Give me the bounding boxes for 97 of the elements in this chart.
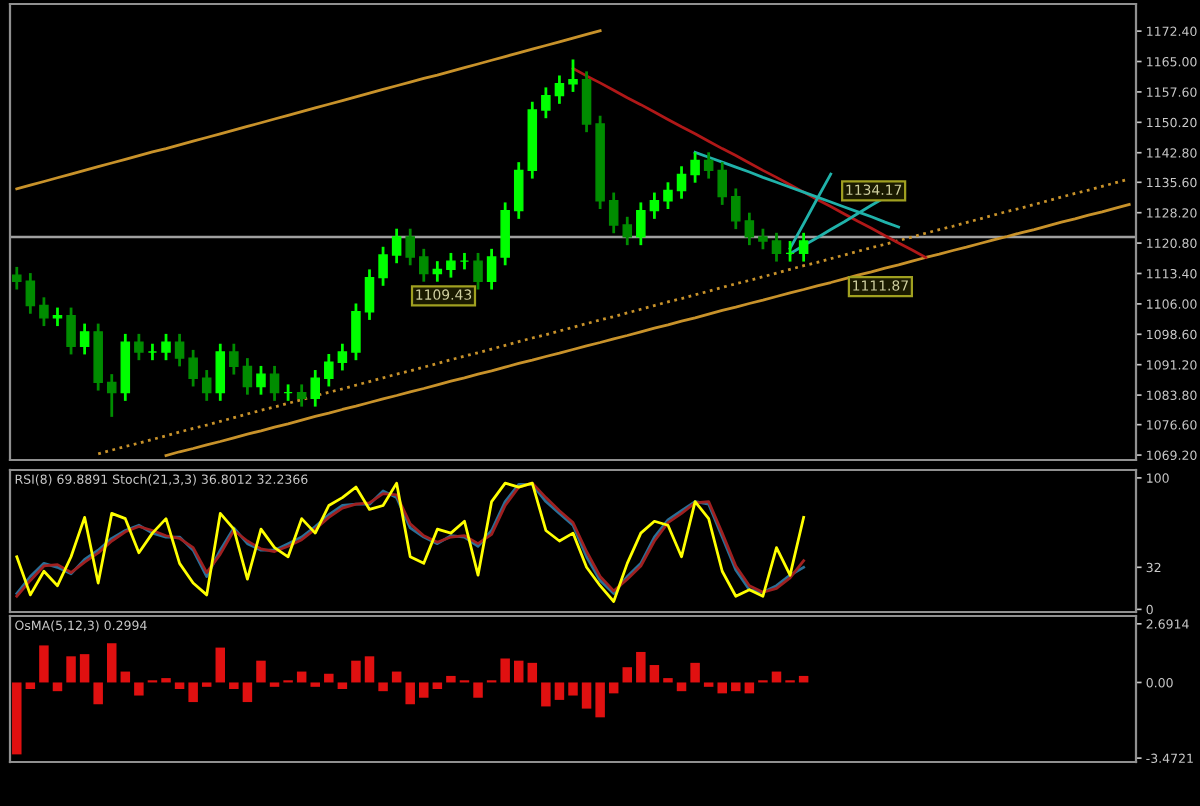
bar xyxy=(174,682,185,689)
candlestick xyxy=(66,306,76,356)
line-series xyxy=(96,177,1131,456)
candlestick xyxy=(690,150,700,185)
candlestick xyxy=(52,306,63,328)
candlestick xyxy=(622,215,633,247)
candlestick xyxy=(364,267,375,322)
bar xyxy=(527,662,538,683)
candlestick xyxy=(106,372,117,419)
bar xyxy=(500,658,510,683)
candlestick xyxy=(337,342,348,372)
bar xyxy=(25,682,36,689)
candlestick xyxy=(256,364,266,397)
line-series xyxy=(164,203,1131,457)
bar xyxy=(541,682,551,707)
candlestick xyxy=(744,211,755,247)
bar xyxy=(256,660,266,683)
candlestick xyxy=(405,227,415,267)
bar xyxy=(52,682,63,692)
candlestick xyxy=(541,86,551,120)
bar xyxy=(324,673,334,683)
candlestick xyxy=(446,251,456,279)
candlestick xyxy=(554,74,565,106)
candlestick xyxy=(269,364,280,403)
candlestick xyxy=(12,265,22,291)
bar xyxy=(595,682,605,718)
bar xyxy=(79,654,90,683)
bar xyxy=(337,682,348,689)
candlestick xyxy=(663,180,673,211)
bar xyxy=(473,682,483,698)
bar xyxy=(419,682,429,698)
candlestick xyxy=(513,160,524,221)
candlestick xyxy=(310,368,321,408)
candlestick xyxy=(419,247,429,284)
bar xyxy=(568,682,578,696)
candlestick xyxy=(229,342,239,376)
candlestick xyxy=(134,332,144,362)
bar xyxy=(351,660,361,683)
candlestick xyxy=(676,164,687,201)
bar xyxy=(717,682,727,694)
bar xyxy=(446,675,456,683)
bar xyxy=(39,645,49,683)
bar xyxy=(242,682,253,703)
candlestick xyxy=(161,332,171,362)
candlestick xyxy=(324,352,334,388)
candlestick xyxy=(296,383,307,408)
bar xyxy=(744,682,755,694)
bar xyxy=(649,665,660,683)
bar xyxy=(229,682,239,689)
candlestick xyxy=(608,191,619,235)
candlestick xyxy=(649,191,660,221)
bar xyxy=(215,647,226,683)
bar xyxy=(676,682,687,692)
bar xyxy=(378,682,388,692)
candlestick xyxy=(201,368,212,403)
bar xyxy=(690,662,700,683)
candlestick xyxy=(771,231,782,263)
bar xyxy=(107,643,117,683)
bar xyxy=(188,682,198,703)
candlestick xyxy=(581,69,592,134)
candlestick xyxy=(215,342,226,403)
bar xyxy=(93,682,103,705)
candlestick xyxy=(758,227,768,251)
bar xyxy=(405,682,415,705)
bar xyxy=(134,682,144,696)
candlestick xyxy=(717,160,727,207)
candlestick xyxy=(500,201,510,267)
candlestick xyxy=(25,271,36,316)
candlestick xyxy=(731,187,741,231)
candlestick xyxy=(242,356,253,397)
bar xyxy=(513,660,524,683)
candlestick xyxy=(798,231,809,263)
candlestick xyxy=(568,58,578,94)
candlestick xyxy=(79,322,90,356)
bar xyxy=(66,656,76,683)
bar xyxy=(554,682,565,700)
candlestick xyxy=(174,332,185,368)
candlestick xyxy=(486,247,497,291)
bar xyxy=(622,667,633,683)
candlestick xyxy=(473,251,483,291)
bar xyxy=(432,682,443,689)
bar xyxy=(608,682,619,694)
bar xyxy=(12,682,22,755)
candlestick xyxy=(378,245,388,288)
candlestick xyxy=(188,348,198,388)
bar xyxy=(636,651,646,683)
candlestick xyxy=(432,259,443,284)
candlestick xyxy=(391,227,402,265)
bar xyxy=(731,682,741,692)
line-series xyxy=(15,29,602,191)
candlestick xyxy=(636,201,646,247)
candlestick xyxy=(39,295,49,328)
line-series xyxy=(571,67,928,259)
bar xyxy=(364,656,375,683)
bar xyxy=(581,682,592,709)
candlestick xyxy=(351,302,361,362)
candlestick xyxy=(703,150,714,180)
